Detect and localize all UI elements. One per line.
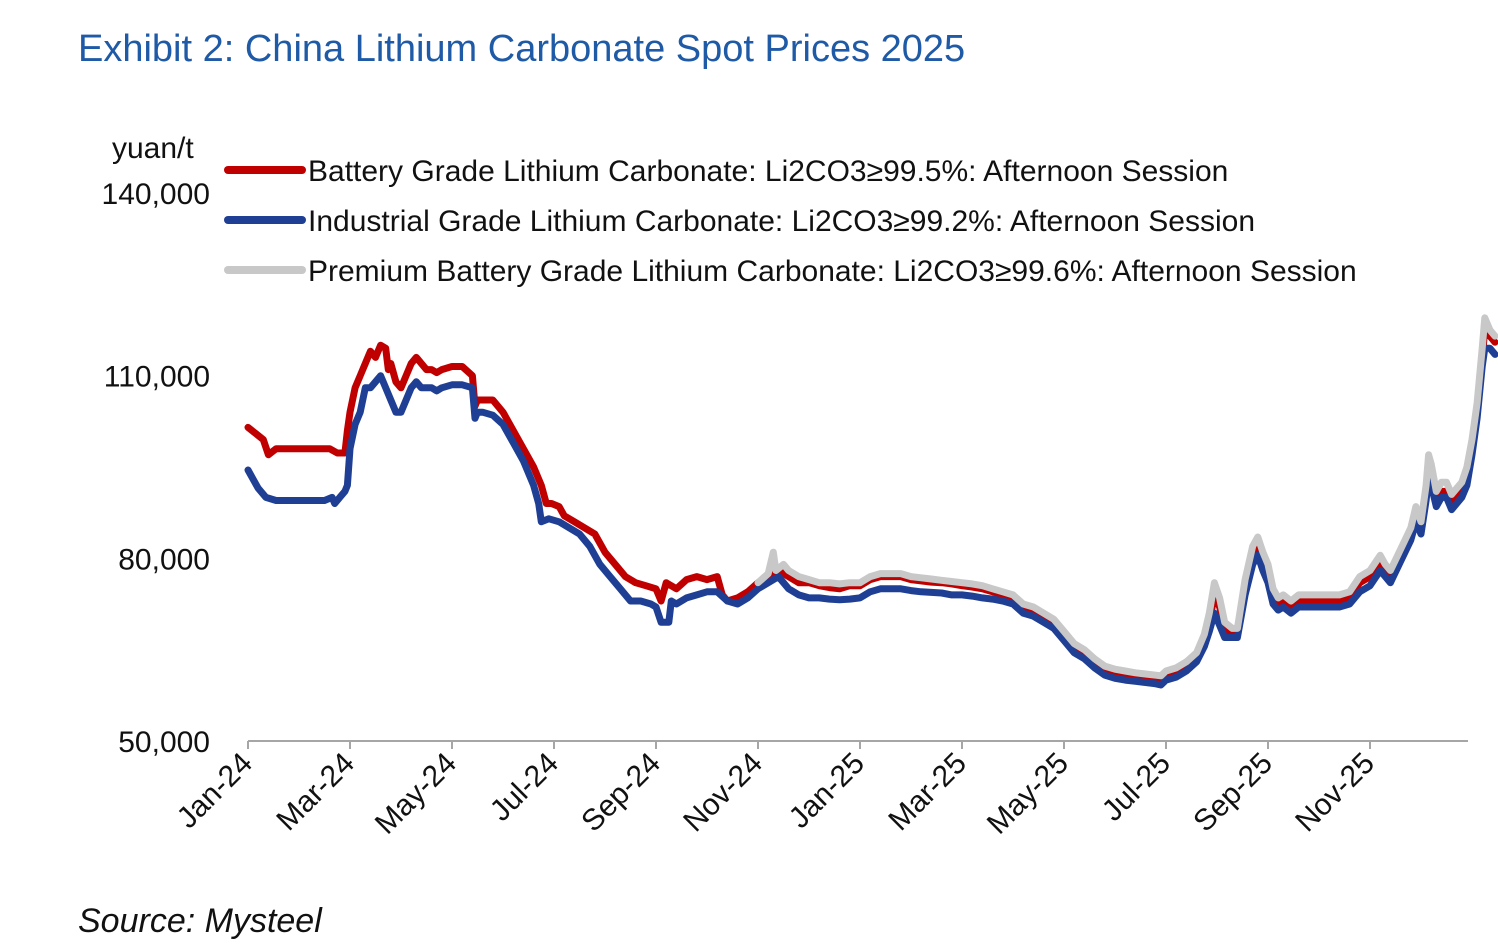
legend: Battery Grade Lithium Carbonate: Li2CO3≥… [224, 155, 1357, 288]
y-axis-label: yuan/t [112, 132, 194, 165]
y-tick-label: 50,000 [118, 726, 210, 759]
x-tick-label: Sep-25 [1187, 747, 1279, 839]
series-line-1 [244, 326, 1498, 685]
x-tick-label: May-25 [981, 747, 1075, 841]
legend-label: Premium Battery Grade Lithium Carbonate:… [308, 255, 1357, 288]
x-tick-label: May-24 [369, 747, 463, 841]
x-tick-label: Jul-25 [1096, 747, 1177, 828]
x-tick-label: Jul-24 [484, 747, 565, 828]
x-tick-label: Sep-24 [575, 747, 667, 839]
series-group [244, 314, 1498, 689]
y-tick-label: 80,000 [118, 543, 210, 576]
y-tick-label: 140,000 [102, 178, 210, 211]
x-tick-label: Mar-25 [882, 747, 973, 838]
y-axis: 50,000 80,000 110,000 140,000 [102, 178, 210, 759]
x-tick-label: Jan-24 [171, 747, 259, 835]
legend-label: Industrial Grade Lithium Carbonate: Li2C… [308, 205, 1255, 238]
y-tick-label: 110,000 [104, 361, 210, 394]
series-line-2 [244, 344, 1498, 689]
x-axis: Jan-24 Mar-24 May-24 Jul-24 Sep-24 Nov-24 Jan-… [171, 740, 1468, 841]
source-note: Source: Mysteel [78, 902, 322, 940]
x-tick-label: Jan-25 [783, 747, 871, 835]
x-tick-label: Nov-25 [1289, 747, 1381, 839]
x-tick-label: Mar-24 [270, 747, 361, 838]
series-line-3 [754, 314, 1498, 680]
chart-title: Exhibit 2: China Lithium Carbonate Spot … [78, 28, 966, 70]
x-tick-label: Nov-24 [677, 747, 769, 839]
legend-label: Battery Grade Lithium Carbonate: Li2CO3≥… [308, 155, 1228, 188]
